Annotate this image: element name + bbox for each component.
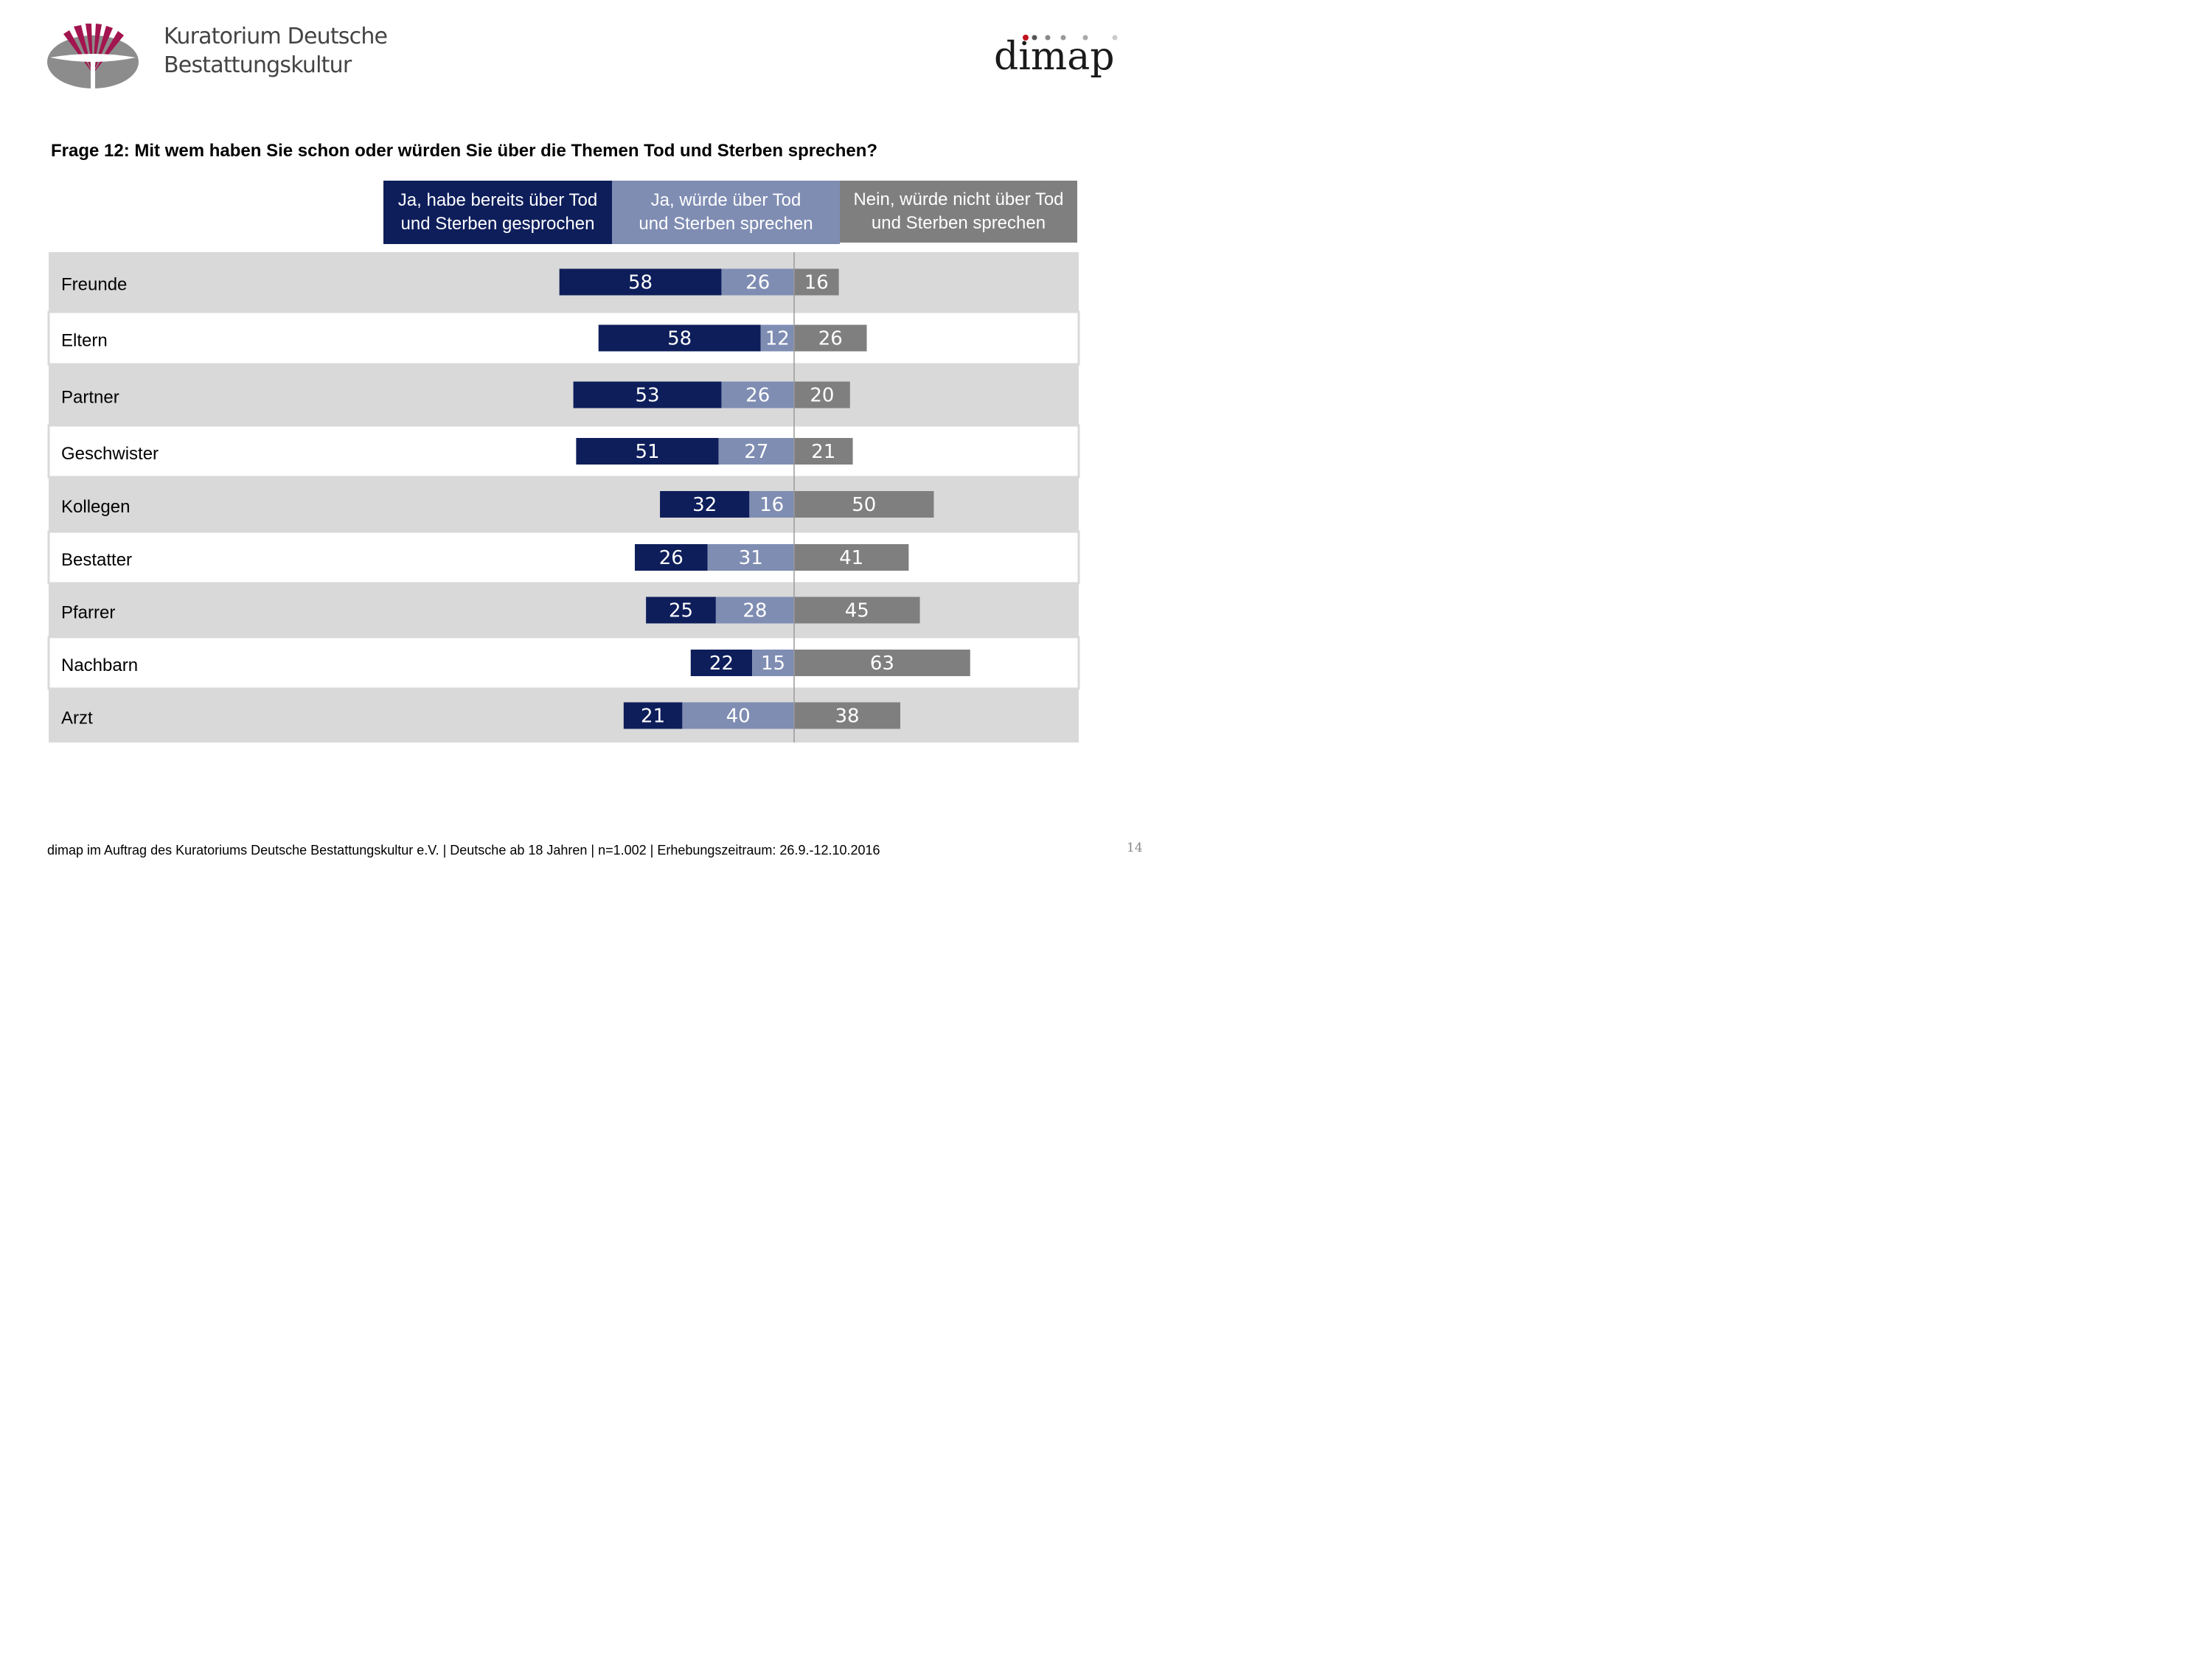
bar-ja-wuerde-label: 27	[744, 441, 768, 463]
bar-ja-bereits-label: 22	[709, 653, 734, 675]
legend-ja-bereits: Ja, habe bereits über Tod und Sterben ge…	[383, 181, 612, 244]
bar-ja-bereits	[623, 702, 683, 729]
bar-nein-label: 20	[810, 385, 834, 407]
bar-ja-bereits-label: 26	[659, 547, 684, 569]
bar-ja-bereits-label: 21	[641, 706, 665, 728]
legend-ja-wuerde: Ja, würde über Tod und Sterben sprechen	[612, 181, 840, 244]
bar-ja-wuerde	[749, 491, 794, 518]
bar-ja-bereits	[598, 324, 761, 352]
category-label: Bestatter	[61, 550, 132, 570]
organization-name: Kuratorium Deutsche Bestattungskultur	[164, 22, 429, 80]
bar-ja-wuerde	[721, 381, 794, 408]
bar-ja-wuerde	[718, 438, 794, 465]
chart-row-bg	[49, 532, 1079, 583]
bar-nein-label: 41	[839, 547, 863, 569]
bar-ja-bereits-label: 58	[667, 328, 692, 350]
bar-ja-bereits	[576, 438, 719, 465]
chart-row-bg	[49, 312, 1079, 364]
dimap-logo-text: dimap	[994, 35, 1115, 79]
legend-nein: Nein, würde nicht über Tod und Sterben s…	[840, 181, 1077, 243]
bar-nein-label: 21	[811, 441, 835, 463]
bar-ja-wuerde	[721, 268, 794, 296]
bar-nein	[794, 650, 970, 676]
bar-ja-wuerde-label: 16	[759, 494, 784, 516]
chart-row-bg	[49, 689, 1079, 742]
page-number: 14	[1127, 841, 1143, 855]
category-label: Geschwister	[61, 444, 159, 464]
bar-nein	[794, 544, 909, 571]
bar-ja-bereits	[660, 491, 750, 518]
bar-nein	[794, 491, 934, 518]
bar-ja-wuerde-label: 26	[745, 272, 770, 294]
category-label: Pfarrer	[61, 603, 115, 623]
bar-ja-bereits	[690, 650, 753, 676]
bar-ja-wuerde	[707, 544, 794, 571]
category-label: Eltern	[61, 331, 108, 351]
bar-ja-bereits-label: 32	[692, 494, 717, 516]
category-label: Partner	[61, 388, 119, 408]
chart-row-bg	[49, 364, 1079, 425]
bar-ja-bereits	[573, 381, 722, 408]
bar-ja-bereits-label: 53	[635, 385, 659, 407]
bar-ja-wuerde-label: 28	[742, 600, 767, 622]
legend-1-line2: und Sterben sprechen	[639, 214, 813, 234]
bar-ja-bereits-label: 25	[669, 600, 693, 622]
bar-nein-label: 50	[852, 494, 876, 516]
category-label: Nachbarn	[61, 655, 138, 675]
bar-ja-wuerde	[682, 702, 794, 729]
bar-ja-wuerde-label: 26	[745, 385, 770, 407]
legend-1-line1: Ja, würde über Tod	[650, 190, 801, 210]
category-label: Freunde	[61, 275, 127, 295]
bar-ja-bereits-label: 58	[628, 272, 653, 294]
bar-nein-label: 16	[804, 272, 829, 294]
bar-ja-wuerde	[760, 324, 794, 352]
bar-nein-label: 26	[818, 328, 843, 350]
chart-row-bg	[49, 583, 1079, 637]
bar-ja-wuerde-label: 40	[726, 706, 751, 728]
bar-ja-wuerde	[752, 650, 794, 676]
legend-0-line1: Ja, habe bereits über Tod	[397, 190, 598, 210]
bar-ja-wuerde-label: 31	[739, 547, 763, 569]
bar-ja-wuerde	[715, 597, 794, 624]
footer-source: dimap im Auftrag des Kuratoriums Deutsch…	[47, 843, 880, 858]
bar-nein-label: 38	[835, 706, 859, 728]
diverging-bar-chart: Freunde 58 26 16 Eltern 58 12 26 Partner 53 26 20 Ge…	[47, 252, 1080, 742]
bar-ja-bereits	[646, 597, 716, 624]
bar-ja-bereits	[559, 268, 722, 296]
bar-nein	[794, 597, 920, 624]
bar-nein-label: 45	[845, 600, 869, 622]
legend-0-line2: und Sterben gesprochen	[400, 214, 595, 234]
category-label: Kollegen	[61, 497, 130, 517]
bar-ja-bereits-label: 51	[635, 441, 659, 463]
bar-ja-wuerde-label: 15	[761, 653, 785, 675]
kuratorium-logo	[47, 24, 139, 88]
category-label: Arzt	[61, 709, 93, 728]
bar-nein	[794, 268, 839, 296]
question-title: Frage 12: Mit wem haben Sie schon oder w…	[51, 141, 878, 161]
bar-nein	[794, 702, 901, 729]
bar-nein	[794, 438, 853, 465]
bar-ja-bereits	[634, 544, 708, 571]
org-name-line1: Kuratorium Deutsche	[164, 24, 388, 49]
bar-ja-wuerde-label: 12	[765, 328, 790, 350]
bar-nein	[794, 324, 867, 352]
dimap-logo: dimap	[994, 35, 1118, 79]
chart-row-bg	[49, 425, 1079, 477]
legend-2-line1: Nein, würde nicht über Tod	[853, 189, 1064, 209]
legend-2-line2: und Sterben sprechen	[871, 213, 1046, 233]
bar-nein-label: 63	[870, 653, 894, 675]
org-name-line2: Bestattungskultur	[164, 52, 352, 78]
bar-nein	[794, 381, 850, 408]
